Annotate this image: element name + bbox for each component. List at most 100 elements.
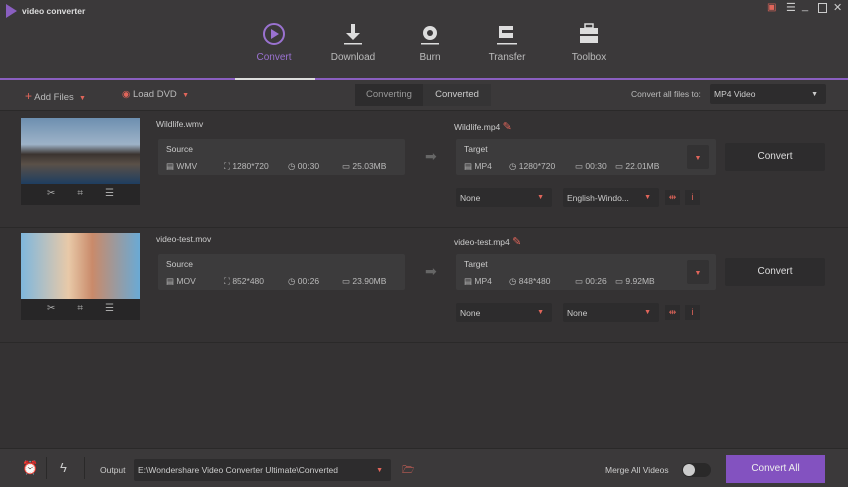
video-thumbnail[interactable]: ✂ ⌗ ☰: [21, 233, 140, 320]
arrow-right-icon: ➡: [425, 263, 437, 279]
size-info: ▭ 9.92MB: [615, 276, 655, 287]
crop-icon[interactable]: ⌗: [77, 303, 84, 314]
video-thumbnail[interactable]: ✂ ⌗ ☰: [21, 118, 140, 205]
effects-icon[interactable]: ☰: [105, 188, 114, 199]
duration-info: ▭ 00:26: [575, 276, 615, 287]
convert-button[interactable]: Convert: [725, 143, 825, 171]
split-icon[interactable]: ⇹: [665, 190, 680, 205]
output-format-value: MP4 Video: [714, 89, 756, 99]
convert-button[interactable]: Convert: [725, 258, 825, 286]
chevron-down-icon: ▼: [79, 95, 86, 102]
toggle-knob: [683, 464, 695, 476]
clock-icon: ◷: [288, 161, 296, 171]
effects-icon[interactable]: ☰: [105, 303, 114, 314]
thumbnail-image: [21, 118, 140, 184]
add-files-label: Add Files: [34, 92, 74, 103]
load-dvd-button[interactable]: ◉ Load DVD ▼: [122, 89, 189, 100]
logo-icon: [6, 4, 17, 18]
target-settings-dropdown[interactable]: ▼: [687, 145, 709, 169]
convert-all-button[interactable]: Convert All: [726, 455, 825, 483]
toolbox-icon: [549, 20, 629, 48]
output-path: E:\Wondershare Video Converter Ultimate\…: [138, 465, 339, 475]
chevron-down-icon: ▼: [644, 309, 651, 316]
file-item: ✂ ⌗ ☰ video-test.mov Source ▤ MOV ⛶ 852*48…: [0, 228, 848, 343]
size-info: ▭ 22.01MB: [615, 161, 659, 172]
size-info: ▭ 25.03MB: [342, 161, 386, 172]
merge-label: Merge All Videos: [605, 465, 669, 475]
info-icon[interactable]: i: [685, 190, 700, 205]
resolution-info: ◷ 1280*720: [509, 161, 575, 172]
plus-icon: +: [25, 89, 33, 103]
audio-value: None: [567, 307, 588, 318]
output-path-select[interactable]: E:\Wondershare Video Converter Ultimate\…: [134, 459, 391, 481]
size-value: 22.01MB: [625, 161, 660, 171]
source-label: Source: [166, 144, 193, 154]
audio-value: English-Windo...: [567, 192, 629, 203]
subtitle-select[interactable]: None ▼: [456, 188, 552, 207]
alarm-clock-icon[interactable]: ⏰: [22, 460, 39, 475]
minimize-icon[interactable]: _: [802, 0, 809, 12]
merge-toggle[interactable]: [682, 463, 711, 477]
active-tab-indicator: [235, 78, 315, 80]
tab-label: Download: [330, 52, 376, 63]
resolution-value: 852*480: [232, 276, 264, 286]
film-icon: ▤: [464, 161, 473, 171]
crop-icon[interactable]: ⌗: [77, 188, 84, 199]
footer: ⏰ ϟ Output E:\Wondershare Video Converte…: [0, 448, 848, 487]
target-label: Target: [464, 144, 488, 154]
tab-toolbox[interactable]: Toolbox: [549, 20, 629, 63]
folder-open-icon[interactable]: 🗁: [402, 465, 415, 476]
edit-icon[interactable]: ✎: [512, 236, 522, 248]
tab-converted[interactable]: Converted: [423, 84, 491, 106]
duration-value: 00:30: [585, 161, 607, 171]
info-icon[interactable]: i: [685, 305, 700, 320]
target-info: Target ▤ MP4 ◷ 1280*720 ▭ 00:30 ▭ 22.01M…: [456, 139, 716, 175]
menu-icon[interactable]: ☰: [786, 2, 796, 14]
duration-info: ◷ 00:26: [288, 276, 342, 287]
tab-label: Transfer: [488, 52, 526, 63]
tab-label: Toolbox: [571, 52, 607, 63]
dvd-icon: ◉: [122, 89, 131, 100]
audio-select[interactable]: English-Windo... ▼: [563, 188, 659, 207]
resolution-icon: ◷: [509, 276, 517, 286]
resolution-icon: ◷: [509, 161, 517, 171]
maximize-icon[interactable]: [818, 3, 827, 13]
cut-icon[interactable]: ✂: [47, 188, 56, 199]
format-value: MP4: [474, 161, 492, 171]
tab-burn[interactable]: Burn: [390, 20, 470, 63]
gift-icon[interactable]: ▣: [767, 2, 777, 13]
format-info: ▤ MOV: [166, 276, 224, 287]
chevron-down-icon: ▼: [537, 309, 544, 316]
tab-transfer[interactable]: Transfer: [467, 20, 547, 63]
tab-convert[interactable]: Convert: [234, 20, 314, 63]
split-icon[interactable]: ⇹: [665, 305, 680, 320]
convert-icon: [234, 20, 314, 48]
audio-select[interactable]: None ▼: [563, 303, 659, 322]
add-files-button[interactable]: + Add Files ▼: [25, 89, 86, 103]
lightning-icon[interactable]: ϟ: [60, 460, 67, 475]
tab-download[interactable]: Download: [313, 20, 393, 63]
folder-icon: ▭: [342, 161, 351, 171]
format-info: ▤ MP4: [464, 161, 509, 172]
source-info: Source ▤ WMV ⛶ 1280*720 ◷ 00:30 ▭ 25.03M…: [158, 139, 405, 175]
subtitle-value: None: [460, 307, 481, 318]
size-info: ▭ 23.90MB: [342, 276, 386, 287]
header: video converter ▣ ☰ _ ✕ Convert Download…: [0, 0, 848, 79]
thumbnail-image: [21, 233, 140, 299]
divider: [0, 78, 848, 80]
format-info: ▤ WMV: [166, 161, 224, 172]
format-value: MOV: [176, 276, 196, 286]
subtitle-select[interactable]: None ▼: [456, 303, 552, 322]
edit-icon[interactable]: ✎: [502, 121, 512, 133]
resolution-value: 848*480: [518, 276, 551, 286]
cut-icon[interactable]: ✂: [47, 303, 56, 314]
duration-value: 00:26: [585, 276, 607, 286]
chevron-down-icon: ▼: [694, 270, 702, 277]
tab-converting[interactable]: Converting: [355, 84, 423, 106]
target-info: Target ▤ MP4 ◷ 848*480 ▭ 00:26 ▭ 9.92MB …: [456, 254, 716, 290]
output-format-select[interactable]: MP4 Video ▼: [710, 84, 826, 104]
resolution-icon: ⛶: [224, 161, 230, 171]
transfer-icon: [467, 20, 547, 48]
target-settings-dropdown[interactable]: ▼: [687, 260, 709, 284]
close-icon[interactable]: ✕: [833, 2, 843, 14]
